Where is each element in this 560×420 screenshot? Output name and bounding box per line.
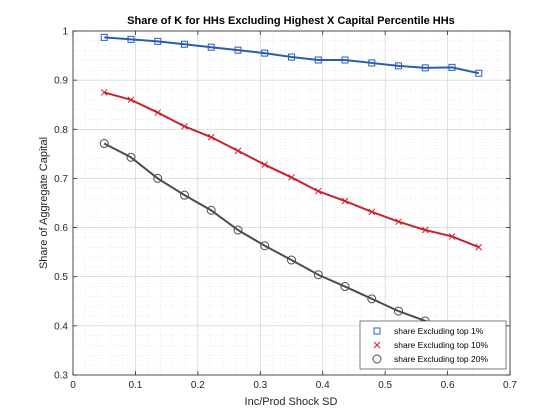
y-tick-label: 0.5 (54, 272, 68, 283)
data-point (341, 56, 349, 64)
data-point (260, 241, 270, 251)
y-tick-label: 0.8 (54, 125, 68, 136)
data-point (153, 173, 163, 183)
legend-marker (373, 341, 381, 349)
data-point (127, 96, 135, 104)
data-point (395, 218, 402, 226)
legend-entry: share Excluding top 20% (372, 354, 488, 364)
data-point (206, 205, 216, 215)
data-point (475, 243, 483, 251)
data-point (126, 152, 136, 162)
x-tick-label: 0.5 (378, 380, 392, 391)
series-1 (100, 33, 483, 77)
data-point (261, 161, 269, 169)
data-point (180, 40, 188, 48)
legend-label: share Excluding top 20% (394, 354, 488, 364)
data-point (234, 46, 242, 54)
data-point (179, 190, 189, 200)
data-point (100, 33, 108, 41)
data-point (313, 270, 323, 280)
legend-entry: share Excluding top 1% (373, 326, 484, 336)
x-tick-label: 0.4 (316, 380, 330, 391)
data-point (154, 37, 162, 45)
data-point (340, 282, 350, 292)
y-tick-label: 0.7 (54, 174, 68, 185)
legend-entry: share Excluding top 10% (373, 340, 488, 350)
legend-label: share Excluding top 1% (394, 326, 484, 336)
data-point (261, 49, 269, 57)
data-point (100, 89, 108, 96)
x-tick-label: 0.7 (503, 380, 517, 391)
data-point (233, 225, 243, 235)
series-line (104, 36, 480, 75)
data-point (127, 35, 135, 43)
x-tick-label: 0 (70, 380, 76, 391)
legend-box (359, 320, 507, 370)
chart-title: Share of K for HHs Excluding Highest X C… (127, 15, 455, 27)
legend: share Excluding top 1% share Excluding to… (359, 320, 507, 370)
data-point (207, 43, 215, 51)
data-point (368, 208, 376, 216)
data-point (421, 226, 429, 234)
x-tick-label: 0.3 (253, 380, 267, 391)
data-point (314, 56, 322, 64)
data-point (234, 147, 242, 155)
data-point (99, 139, 109, 149)
plot-area (73, 31, 510, 375)
legend-marker (373, 327, 381, 335)
y-tick-label: 0.3 (54, 371, 68, 382)
data-point (181, 122, 188, 130)
x-tick-label: 0.1 (128, 380, 142, 391)
axis-ticks (72, 30, 511, 376)
y-axis-label: Share of Aggregate Capital (38, 137, 50, 269)
data-point (341, 197, 349, 205)
plot-frame (72, 30, 511, 376)
x-tick-label: 0.2 (191, 380, 205, 391)
data-point (395, 62, 403, 70)
y-tick-label: 0.4 (54, 321, 68, 332)
x-tick-labels: 0 0.1 0.2 0.3 0.4 0.5 0.6 0.7 (70, 380, 517, 391)
data-point (367, 294, 377, 304)
legend-marker (372, 354, 382, 364)
x-axis-label: Inc/Prod Shock SD (245, 396, 338, 408)
legend-label: share Excluding top 10% (394, 340, 488, 350)
data-point (448, 63, 456, 71)
data-point (288, 174, 295, 181)
data-point (154, 109, 162, 116)
data-point (368, 59, 376, 67)
x-tick-label: 0.6 (441, 380, 455, 391)
y-tick-labels: 0.3 0.4 0.5 0.6 0.7 0.8 0.9 1 (54, 27, 68, 382)
series-2 (100, 89, 483, 251)
data-point (421, 64, 429, 72)
y-tick-label: 1 (62, 27, 68, 38)
data-point (475, 69, 483, 77)
data-point (394, 306, 404, 316)
data-point (287, 255, 296, 265)
data-point (288, 53, 295, 61)
y-tick-label: 0.9 (54, 76, 68, 87)
y-tick-label: 0.6 (54, 223, 68, 234)
series-line (103, 142, 480, 342)
data-point (314, 187, 322, 195)
data-point (207, 133, 215, 141)
data-point (448, 233, 456, 240)
